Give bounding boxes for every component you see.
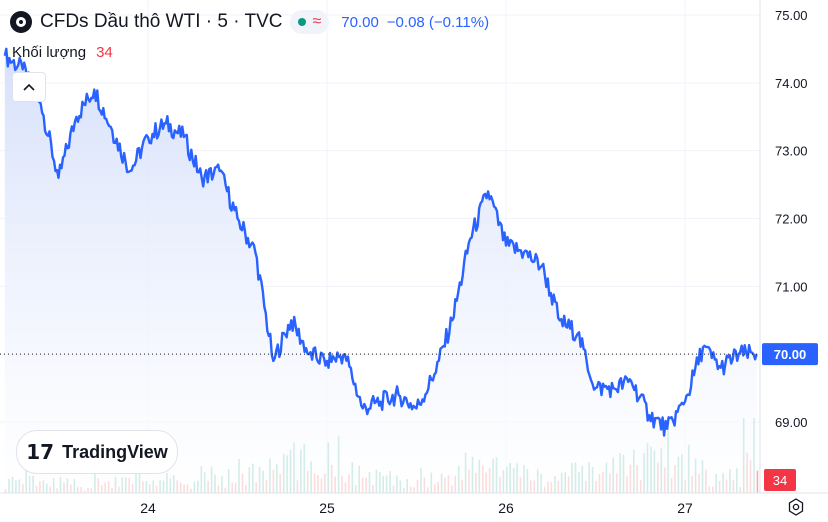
chart-header: CFDs Dầu thô WTI · 5 · TVC ≈ 70.00 −0.08…: [10, 9, 489, 35]
time-tick-label: 27: [677, 500, 693, 516]
volume-value: 34: [96, 44, 113, 61]
time-tick-label: 24: [140, 500, 156, 516]
tradingview-wordmark: TradingView: [62, 441, 168, 462]
settings-icon: [788, 498, 804, 516]
price-tick-label: 74.00: [775, 76, 808, 91]
time-tick-label: 25: [319, 500, 335, 516]
last-volume-tag: [764, 469, 796, 491]
tradingview-mark-icon: 17: [26, 440, 55, 464]
price-area-fill: [4, 48, 757, 494]
time-axis: 24 25 26 27: [140, 500, 693, 516]
last-price-tag: [762, 343, 818, 366]
tradingview-logo[interactable]: 17 TradingView: [16, 430, 178, 474]
price-tick-label: 69.00: [775, 415, 808, 430]
symbol-title[interactable]: CFDs Dầu thô WTI · 5 · TVC: [40, 11, 283, 32]
market-open-icon: [298, 18, 307, 26]
price-tick-label: 71.00: [775, 279, 808, 294]
volume-bar: [756, 470, 759, 493]
price-axis: 75.00 74.00 73.00 72.00 71.00 70.00 69.00: [775, 8, 808, 430]
price-tick-label: 73.00: [775, 144, 808, 159]
volume-legend[interactable]: Khối lượng 34: [12, 44, 113, 61]
collapse-legend-button[interactable]: [12, 72, 46, 102]
price-tick-label: 72.00: [775, 212, 808, 227]
chevron-up-icon: [23, 83, 35, 91]
price-tick-label: 75.00: [775, 8, 808, 23]
market-status-pill[interactable]: ≈: [290, 10, 330, 34]
delayed-data-icon: ≈: [312, 13, 322, 30]
last-price-tag-label: 70.00: [774, 347, 807, 362]
price-line: [3, 47, 758, 437]
chart-settings-button[interactable]: [786, 497, 806, 517]
last-price: 70.00: [341, 13, 379, 31]
time-tick-label: 26: [498, 500, 514, 516]
last-volume-tag-label: 34: [773, 473, 787, 488]
price-change: −0.08 (−0.11%): [386, 13, 490, 31]
symbol-logo-icon: [10, 11, 32, 33]
volume-label: Khối lượng: [12, 44, 87, 61]
